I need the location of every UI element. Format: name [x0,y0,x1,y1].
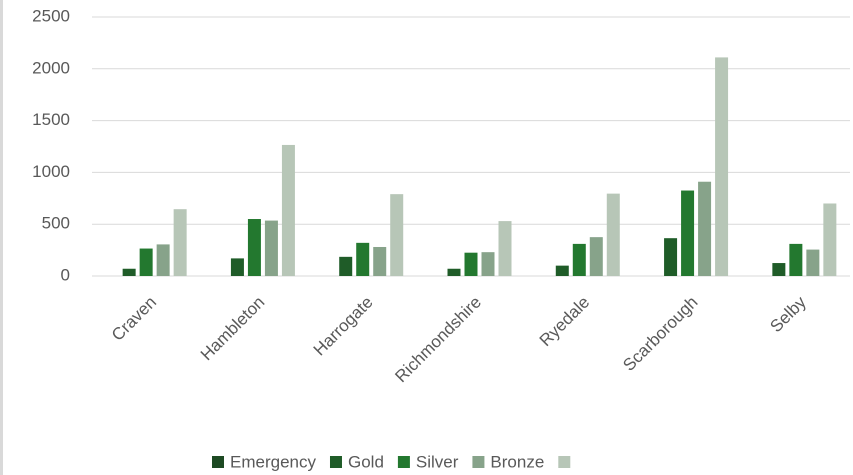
bar [447,268,461,276]
x-tick-label: Ryedale [536,293,594,351]
x-tick-label: Hambleton [197,293,269,365]
bar [230,258,244,276]
bar [390,194,404,276]
y-tick-label: 2000 [32,58,70,77]
bar [555,265,569,276]
y-tick-label: 0 [61,265,70,284]
bar [356,242,370,276]
bar [498,221,512,276]
bar [156,244,170,276]
bar [664,238,678,276]
legend-label: Emergency [230,452,316,471]
bar [606,193,620,276]
bar [681,190,695,276]
bar [772,263,786,276]
y-tick-label: 2500 [32,6,70,25]
x-tick-label: Craven [108,293,160,345]
bar [698,181,712,276]
bar [572,243,586,276]
legend-swatch [397,456,410,468]
bar [481,252,495,276]
legend-label: Silver [416,452,459,471]
bar [464,252,478,276]
y-tick-label: 500 [42,214,70,233]
legend-swatch [212,456,224,468]
bar [789,243,803,276]
bar [122,268,136,276]
bar [339,256,353,276]
bar [139,248,153,276]
bar [281,144,295,276]
bar [823,203,837,276]
x-tick-label: Richmondshire [391,293,485,387]
legend-label: Bronze [490,452,544,471]
legend-swatch [472,456,485,468]
x-tick-label: Harrogate [310,293,377,360]
bar [806,249,820,276]
legend-swatch [329,456,342,468]
bar [247,219,261,276]
x-tick-label: Selby [766,292,810,336]
bar [264,220,278,276]
left-border [0,0,3,475]
legend-label: Gold [348,452,384,471]
bar [715,57,729,277]
y-tick-label: 1000 [32,162,70,181]
bar [373,246,387,276]
y-tick-label: 1500 [32,110,70,129]
legend-swatch [558,456,571,468]
bar [173,209,187,276]
x-tick-label: Scarborough [619,293,701,375]
bar [589,237,603,276]
